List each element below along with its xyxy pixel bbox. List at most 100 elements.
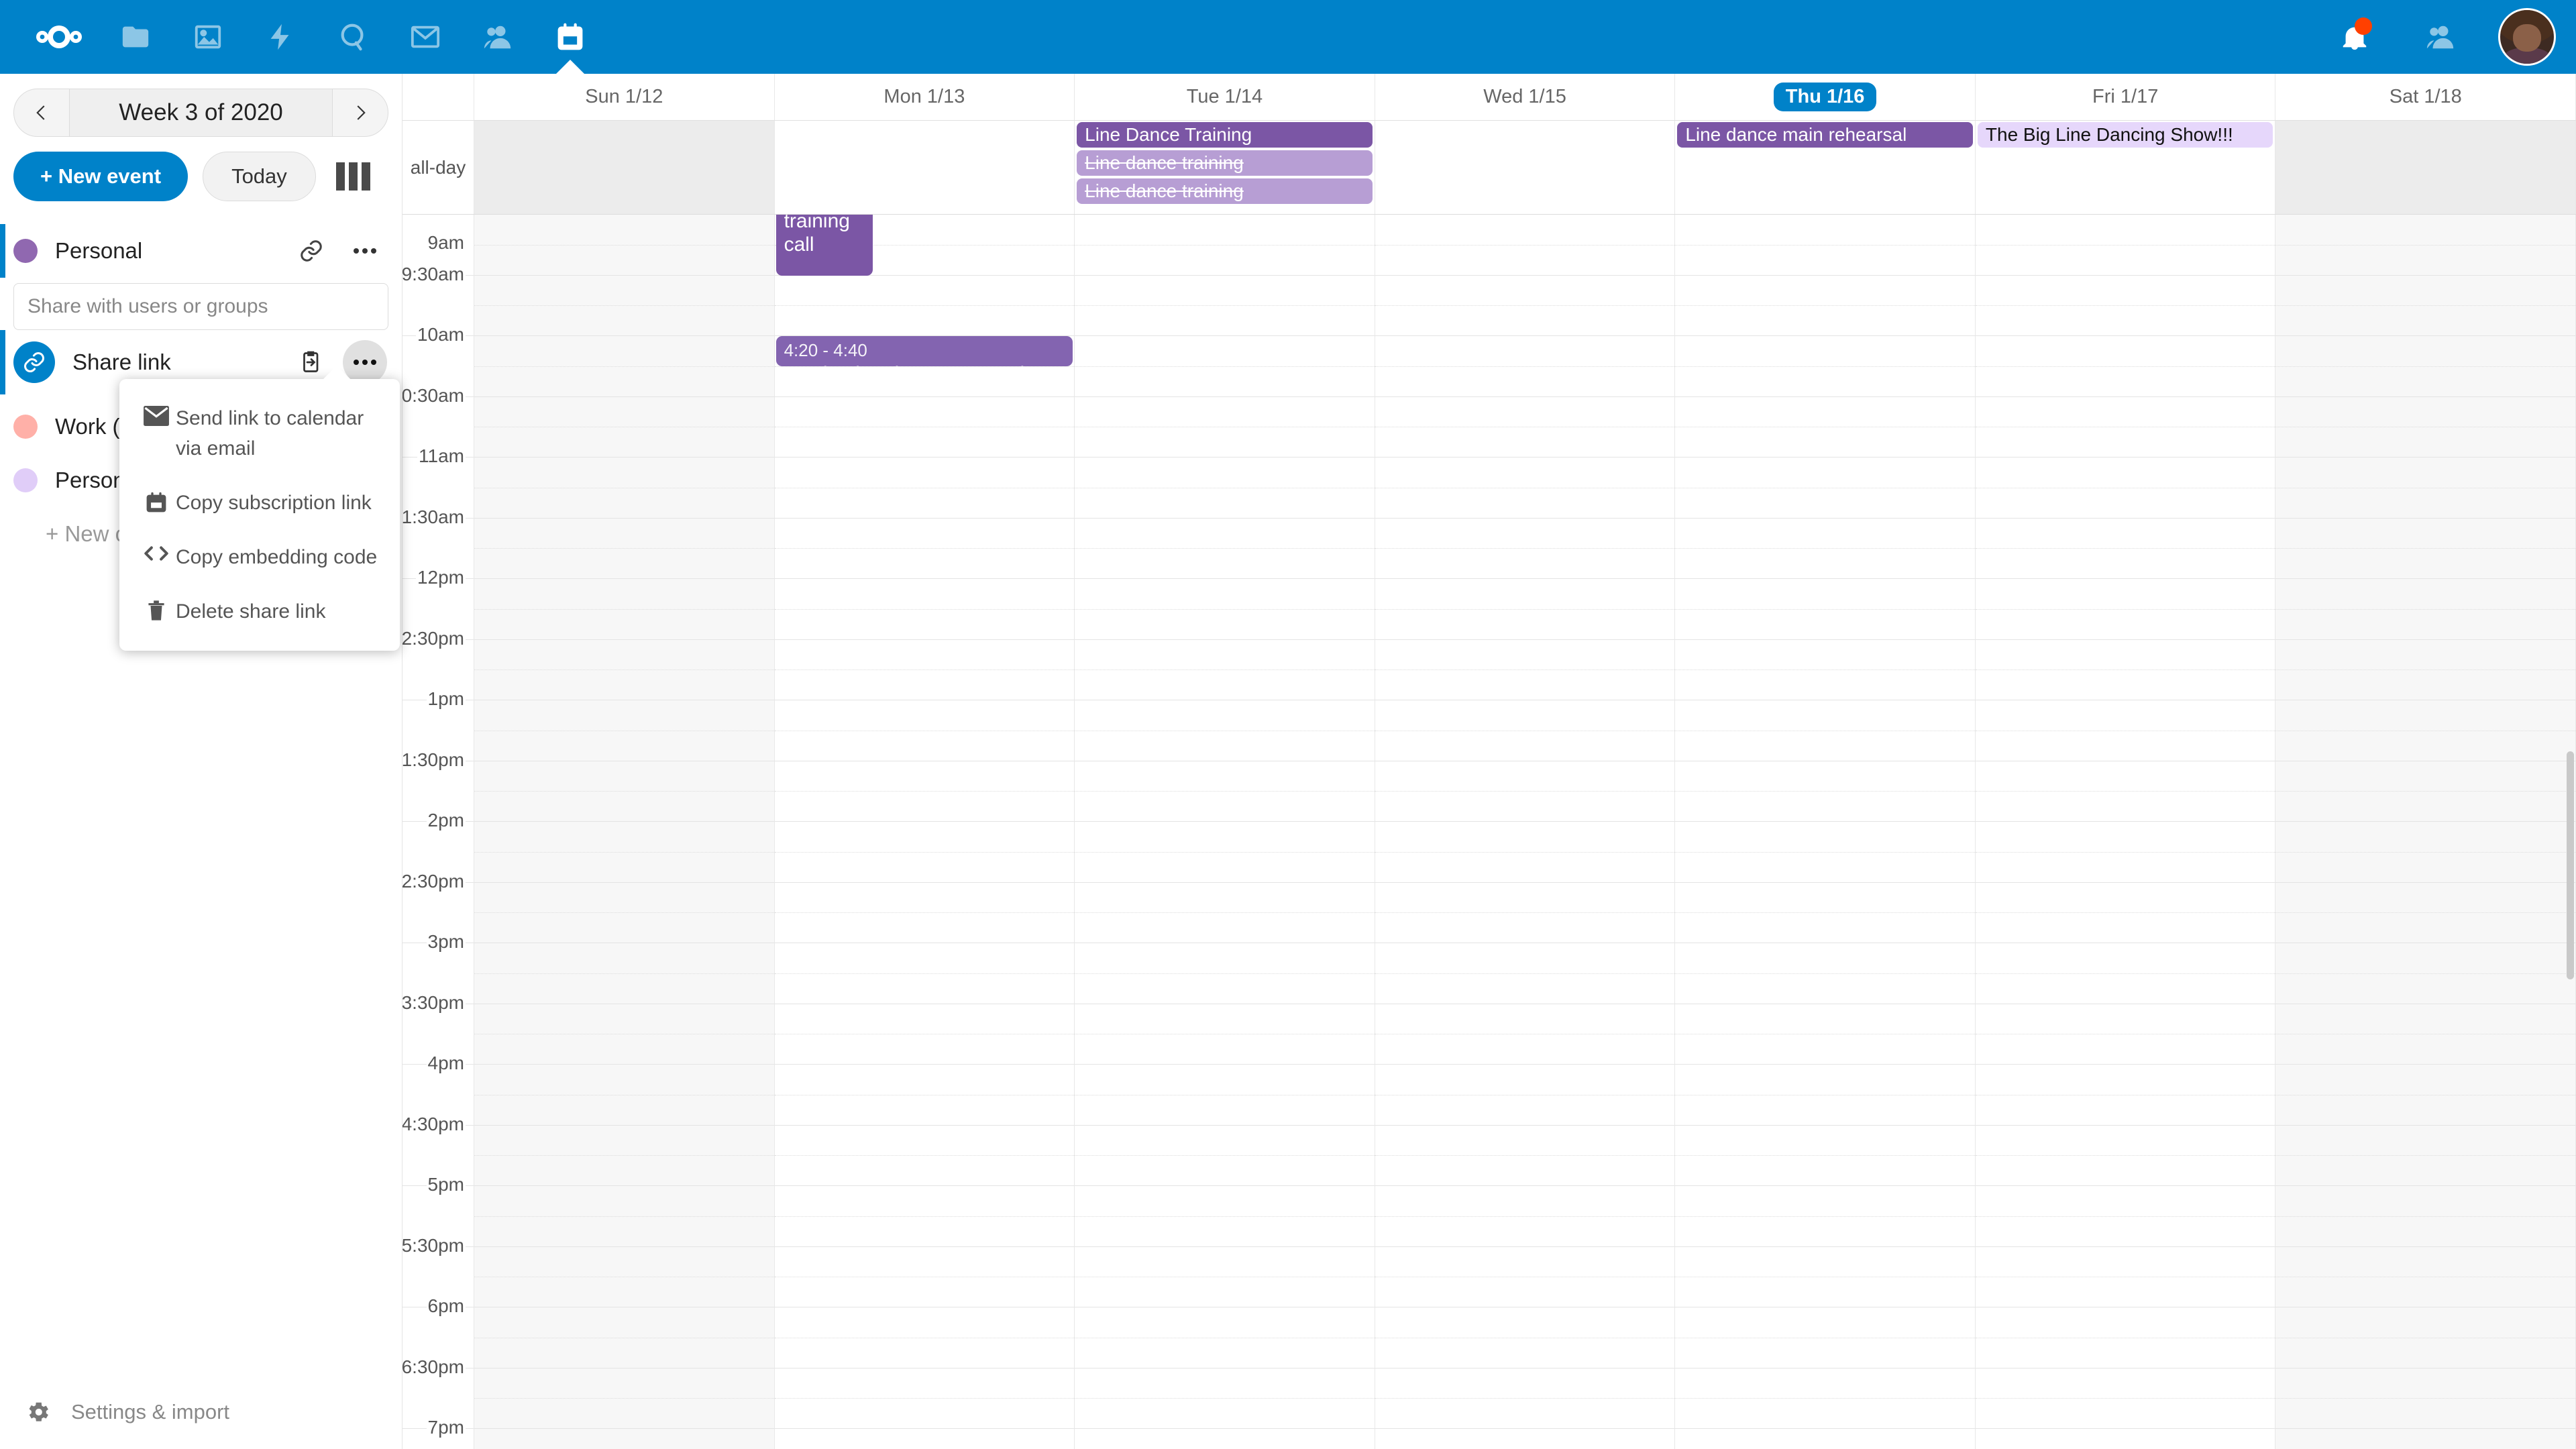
time-slot-0-7[interactable] [474,639,775,700]
time-slot-0-19[interactable] [474,1368,775,1429]
time-slot-6-19[interactable] [2275,1368,2576,1429]
time-slot-0-1[interactable] [474,275,775,336]
day-header-4[interactable]: Thu 1/16 [1675,74,1976,120]
time-slot-2-16[interactable] [1075,1186,1375,1247]
notifications-icon[interactable] [2312,0,2398,74]
time-slot-3-11[interactable] [1375,882,1676,943]
time-slot-2-17[interactable] [1075,1246,1375,1307]
time-slot-5-18[interactable] [1975,1307,2276,1368]
all-day-column-1[interactable] [775,121,1075,214]
time-slot-0-2[interactable] [474,336,775,397]
time-slot-5-19[interactable] [1975,1368,2276,1429]
time-slot-0-5[interactable] [474,518,775,579]
day-header-3[interactable]: Wed 1/15 [1375,74,1676,120]
time-slot-4-5[interactable] [1675,518,1976,579]
time-slot-5-17[interactable] [1975,1246,2276,1307]
vertical-scrollbar[interactable] [2567,751,2574,979]
new-event-button[interactable]: + New event [13,152,189,201]
time-slot-1-3[interactable] [774,396,1075,458]
time-slot-5-13[interactable] [1975,1004,2276,1065]
time-slot-1-18[interactable] [774,1307,1075,1368]
time-slot-6-10[interactable] [2275,822,2576,883]
all-day-event[interactable]: Line Dance Training [1077,122,1373,148]
contacts-icon[interactable] [462,0,534,74]
time-slot-1-0[interactable] [774,215,1075,276]
menu-item-delete-share-link[interactable]: Delete share link [119,584,400,639]
time-slot-1-16[interactable] [774,1186,1075,1247]
time-slot-3-6[interactable] [1375,579,1676,640]
time-slot-2-13[interactable] [1075,1004,1375,1065]
time-slot-4-2[interactable] [1675,336,1976,397]
all-day-event[interactable]: Line dance training [1077,150,1373,176]
time-slot-3-8[interactable] [1375,700,1676,761]
time-slot-0-0[interactable] [474,215,775,276]
time-slot-1-8[interactable] [774,700,1075,761]
settings-and-import-button[interactable]: Settings & import [0,1375,402,1449]
time-slot-2-2[interactable] [1075,336,1375,397]
time-slot-2-20[interactable] [1075,1429,1375,1449]
time-slot-2-3[interactable] [1075,396,1375,458]
time-slot-3-2[interactable] [1375,336,1676,397]
time-slot-5-8[interactable] [1975,700,2276,761]
share-with-users-input[interactable]: Share with users or groups [13,283,388,330]
time-slot-1-10[interactable] [774,822,1075,883]
time-slot-6-15[interactable] [2275,1125,2576,1186]
day-header-1[interactable]: Mon 1/13 [775,74,1075,120]
time-slot-6-6[interactable] [2275,579,2576,640]
time-slot-3-10[interactable] [1375,822,1676,883]
time-slot-0-15[interactable] [474,1125,775,1186]
time-slot-2-12[interactable] [1075,943,1375,1004]
time-slot-4-1[interactable] [1675,275,1976,336]
time-slot-0-12[interactable] [474,943,775,1004]
time-slot-1-12[interactable] [774,943,1075,1004]
day-header-6[interactable]: Sat 1/18 [2275,74,2576,120]
all-day-column-4[interactable]: Line dance main rehearsal [1675,121,1976,214]
time-slot-2-18[interactable] [1075,1307,1375,1368]
time-slot-1-5[interactable] [774,518,1075,579]
time-slot-0-10[interactable] [474,822,775,883]
contacts-menu-icon[interactable] [2398,0,2483,74]
time-slot-2-0[interactable] [1075,215,1375,276]
time-slot-5-6[interactable] [1975,579,2276,640]
time-slot-6-7[interactable] [2275,639,2576,700]
view-toggle-icon[interactable] [335,162,370,191]
time-slot-6-1[interactable] [2275,275,2576,336]
all-day-column-2[interactable]: Line Dance Training Line dance training Li… [1075,121,1375,214]
time-slot-0-4[interactable] [474,458,775,519]
time-slot-4-3[interactable] [1675,396,1976,458]
time-slot-6-20[interactable] [2275,1429,2576,1449]
time-slot-0-8[interactable] [474,700,775,761]
time-slot-3-15[interactable] [1375,1125,1676,1186]
time-slot-4-19[interactable] [1675,1368,1976,1429]
time-slot-5-20[interactable] [1976,1429,2276,1449]
time-slot-2-15[interactable] [1075,1125,1375,1186]
time-slot-4-9[interactable] [1675,761,1976,822]
menu-item-copy-embedding-code[interactable]: Copy embedding code [119,530,400,584]
time-slot-3-5[interactable] [1375,518,1676,579]
day-header-0[interactable]: Sun 1/12 [474,74,775,120]
activity-icon[interactable] [244,0,317,74]
time-slot-3-4[interactable] [1375,458,1676,519]
time-slot-5-15[interactable] [1975,1125,2276,1186]
time-slot-3-3[interactable] [1375,396,1676,458]
time-slot-6-0[interactable] [2275,215,2576,276]
time-slot-0-9[interactable] [474,761,775,822]
time-slot-1-1[interactable] [774,275,1075,336]
time-slot-6-5[interactable] [2275,518,2576,579]
all-day-column-6[interactable] [2275,121,2576,214]
time-slot-3-12[interactable] [1375,943,1676,1004]
photos-icon[interactable] [172,0,244,74]
time-slot-6-14[interactable] [2275,1065,2576,1126]
time-slot-1-7[interactable] [774,639,1075,700]
share-link-row[interactable]: Share link [0,330,402,394]
time-slot-1-14[interactable] [774,1065,1075,1126]
share-link-icon[interactable] [289,229,333,273]
time-slot-1-20[interactable] [775,1429,1075,1449]
time-slot-0-14[interactable] [474,1065,775,1126]
all-day-event[interactable]: Line dance training [1077,178,1373,204]
all-day-event[interactable]: The Big Line Dancing Show!!! [1977,122,2273,148]
time-slot-6-16[interactable] [2275,1186,2576,1247]
time-slot-4-15[interactable] [1675,1125,1976,1186]
time-slot-2-10[interactable] [1075,822,1375,883]
time-slot-5-1[interactable] [1975,275,2276,336]
